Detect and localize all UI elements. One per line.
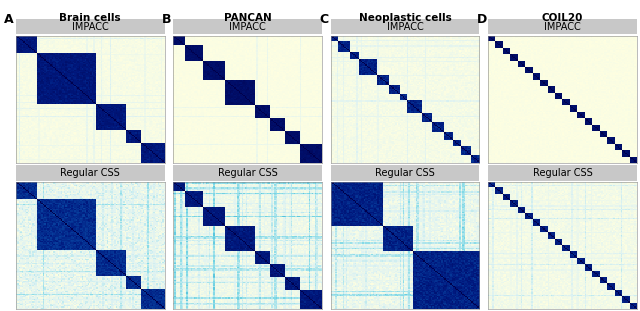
Text: Brain cells: Brain cells bbox=[60, 13, 121, 23]
Text: D: D bbox=[476, 13, 486, 26]
Text: IMPACC: IMPACC bbox=[387, 21, 424, 31]
Text: Regular CSS: Regular CSS bbox=[375, 168, 435, 178]
Text: IMPACC: IMPACC bbox=[72, 21, 109, 31]
Text: C: C bbox=[319, 13, 328, 26]
Text: Regular CSS: Regular CSS bbox=[218, 168, 278, 178]
Text: COIL20: COIL20 bbox=[542, 13, 583, 23]
Text: Neoplastic cells: Neoplastic cells bbox=[359, 13, 451, 23]
Text: Regular CSS: Regular CSS bbox=[532, 168, 593, 178]
Text: A: A bbox=[4, 13, 13, 26]
Text: IMPACC: IMPACC bbox=[544, 21, 581, 31]
Text: Regular CSS: Regular CSS bbox=[60, 168, 120, 178]
Text: PANCAN: PANCAN bbox=[224, 13, 271, 23]
Text: IMPACC: IMPACC bbox=[229, 21, 266, 31]
Text: B: B bbox=[161, 13, 171, 26]
